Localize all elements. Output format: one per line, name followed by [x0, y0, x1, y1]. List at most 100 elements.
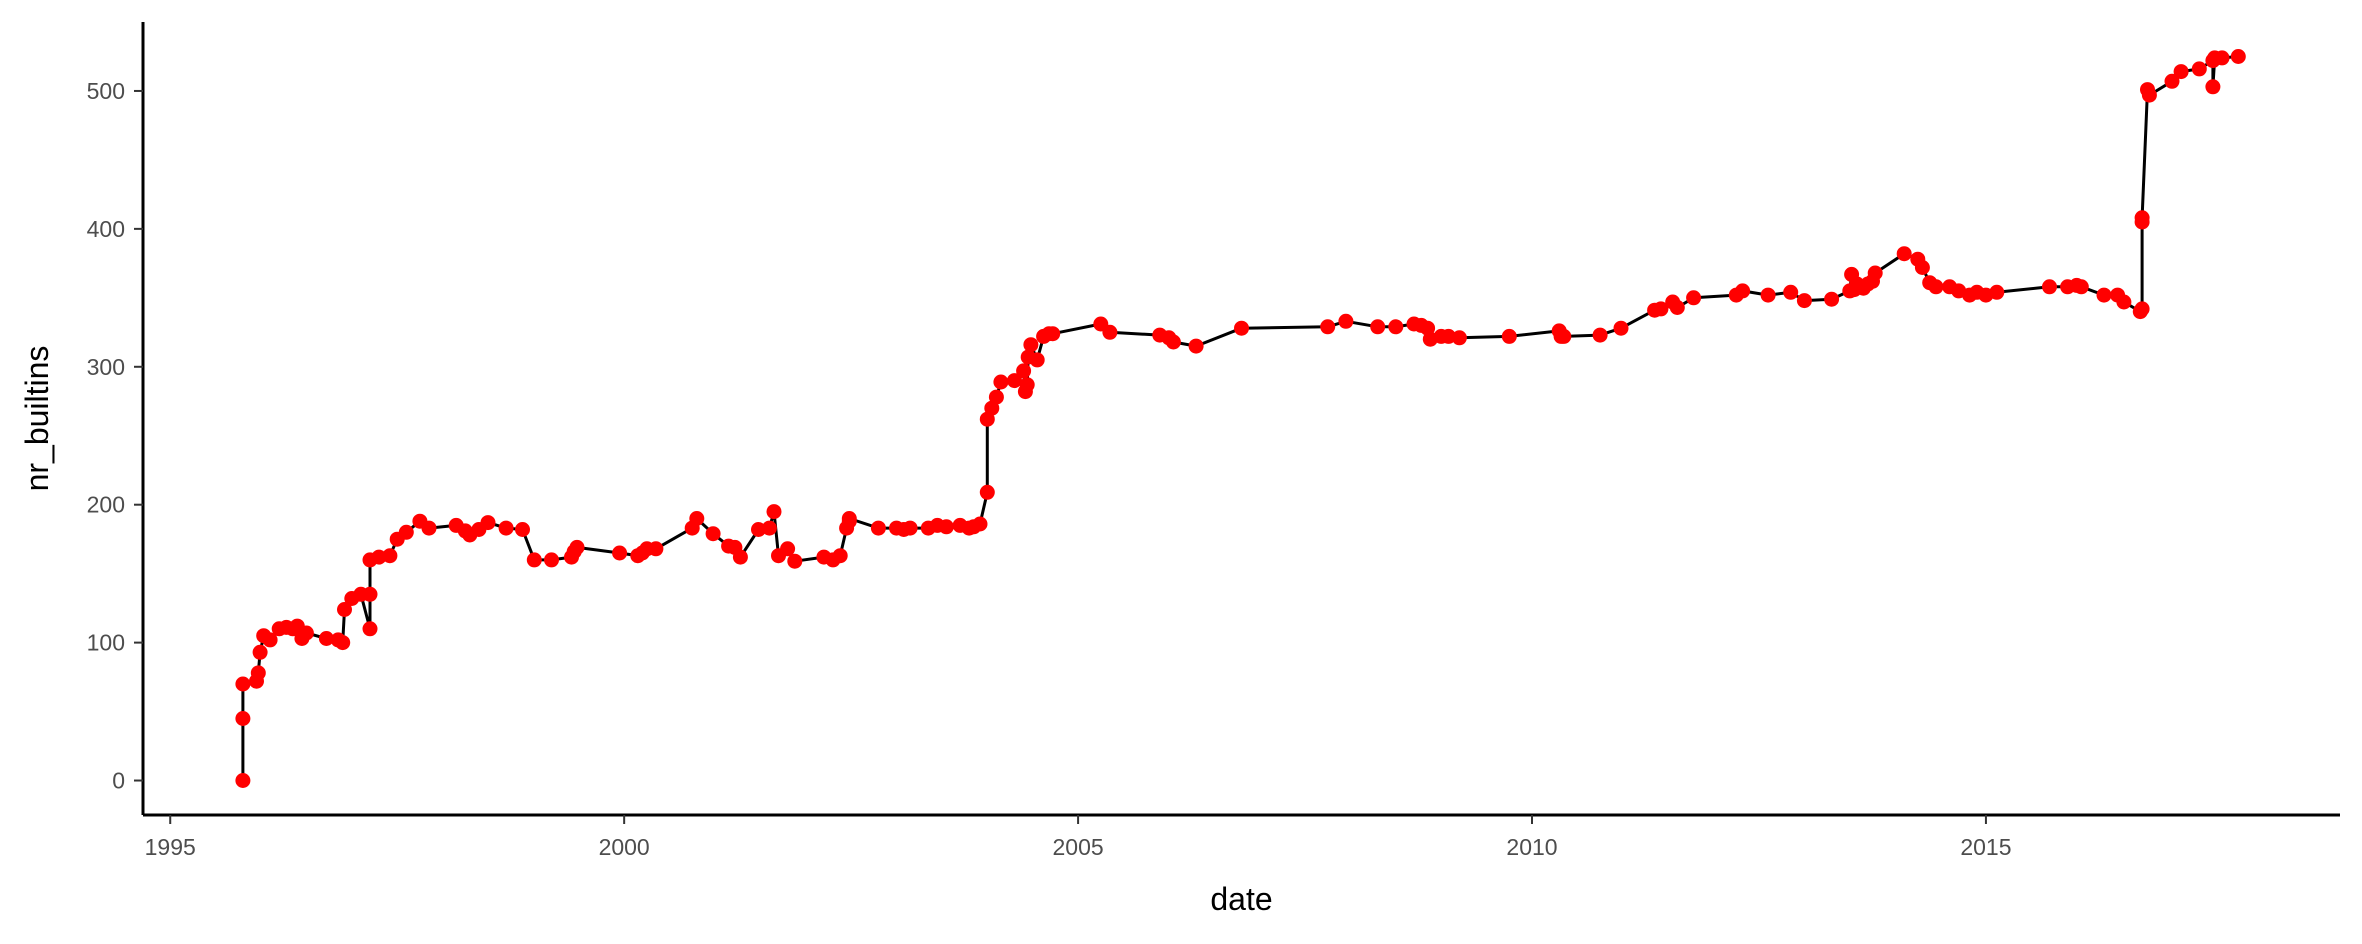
data-point: [1760, 287, 1776, 303]
data-point: [1007, 373, 1022, 389]
data-point: [362, 621, 378, 637]
data-point: [1989, 284, 2005, 300]
x-axis-title: date: [1210, 881, 1272, 917]
data-point: [2116, 294, 2132, 310]
data-point: [689, 511, 705, 526]
data-point: [993, 374, 1009, 390]
data-point: [751, 522, 766, 537]
data-point: [398, 524, 414, 540]
data-point: [1102, 324, 1118, 340]
data-point: [1029, 352, 1045, 368]
data-point: [2042, 279, 2057, 295]
data-point: [544, 552, 559, 568]
data-point: [1165, 334, 1181, 350]
data-point: [235, 773, 251, 788]
data-point: [2230, 49, 2246, 64]
data-point: [2214, 50, 2230, 66]
x-tick-label: 1995: [145, 834, 196, 860]
data-point: [761, 520, 777, 536]
data-point: [1669, 300, 1685, 315]
data-point: [337, 602, 352, 617]
y-tick-label: 100: [87, 630, 125, 656]
data-point: [262, 632, 278, 648]
data-point: [1896, 246, 1912, 262]
data-point: [526, 552, 542, 568]
data-point: [648, 541, 664, 557]
data-point: [1686, 290, 1702, 306]
data-point: [1451, 330, 1467, 346]
data-point: [382, 548, 398, 564]
data-point: [480, 515, 496, 531]
data-point: [250, 665, 266, 681]
data-point: [1592, 327, 1608, 343]
data-point: [1613, 320, 1629, 336]
data-point: [1824, 291, 1840, 307]
data-point: [2205, 79, 2221, 95]
data-point: [705, 526, 721, 542]
x-tick-label: 2015: [1960, 834, 2011, 860]
data-point: [2191, 61, 2207, 77]
data-point: [832, 548, 848, 564]
data-point: [841, 511, 857, 526]
x-tick-label: 2010: [1506, 834, 1557, 860]
series-line: [241, 55, 2239, 781]
data-point: [766, 504, 782, 520]
data-point: [1783, 284, 1799, 300]
data-point: [1441, 328, 1456, 344]
data-point: [371, 549, 387, 565]
data-point: [1320, 319, 1336, 335]
data-point: [938, 519, 954, 535]
y-tick-label: 0: [112, 768, 125, 794]
y-tick-label: 500: [87, 78, 125, 104]
y-axis-ticks: 0 100 200 300 400 500: [87, 78, 143, 794]
data-point: [732, 549, 748, 565]
data-point: [569, 539, 585, 555]
data-point: [498, 520, 514, 536]
data-point: [1388, 319, 1404, 335]
data-point: [1023, 337, 1039, 353]
data-point: [298, 625, 314, 641]
data-point: [1796, 293, 1812, 309]
data-point: [1914, 260, 1930, 275]
y-tick-label: 400: [87, 216, 125, 242]
data-point: [235, 711, 251, 726]
data-point: [2073, 279, 2089, 295]
x-tick-label: 2000: [599, 834, 650, 860]
data-point: [2134, 210, 2150, 226]
data-point: [318, 631, 334, 646]
axes: [141, 22, 2340, 817]
data-point: [1016, 363, 1032, 379]
data-point: [1045, 326, 1061, 342]
data-point: [1019, 377, 1035, 393]
data-point: [988, 389, 1004, 405]
data-point: [1188, 338, 1204, 354]
data-point: [2141, 87, 2157, 103]
data-point: [421, 520, 437, 536]
y-tick-label: 200: [87, 492, 125, 518]
data-point: [2173, 64, 2189, 80]
data-point: [2096, 287, 2112, 303]
data-point: [2134, 301, 2150, 317]
data-point: [1653, 301, 1669, 317]
x-tick-label: 2005: [1053, 834, 1104, 860]
data-point: [787, 553, 803, 569]
data-point: [780, 541, 796, 557]
data-point: [362, 586, 378, 602]
data-point: [612, 545, 628, 561]
y-tick-label: 300: [87, 354, 125, 380]
data-point: [235, 676, 251, 692]
points-layer: [235, 49, 2246, 788]
data-point: [1234, 320, 1249, 336]
data-point: [1370, 319, 1386, 335]
data-point: [1501, 328, 1517, 344]
data-point: [902, 520, 918, 536]
data-point: [1928, 279, 1944, 295]
data-point: [979, 484, 995, 500]
data-point: [1556, 328, 1572, 344]
data-point: [252, 644, 268, 660]
series-layer: [241, 55, 2239, 781]
data-point: [335, 635, 351, 651]
y-axis-title: nr_builtins: [19, 346, 55, 492]
data-point: [1867, 265, 1883, 281]
x-axis-ticks: 1995 2000 2005 2010 2015: [145, 815, 2012, 860]
